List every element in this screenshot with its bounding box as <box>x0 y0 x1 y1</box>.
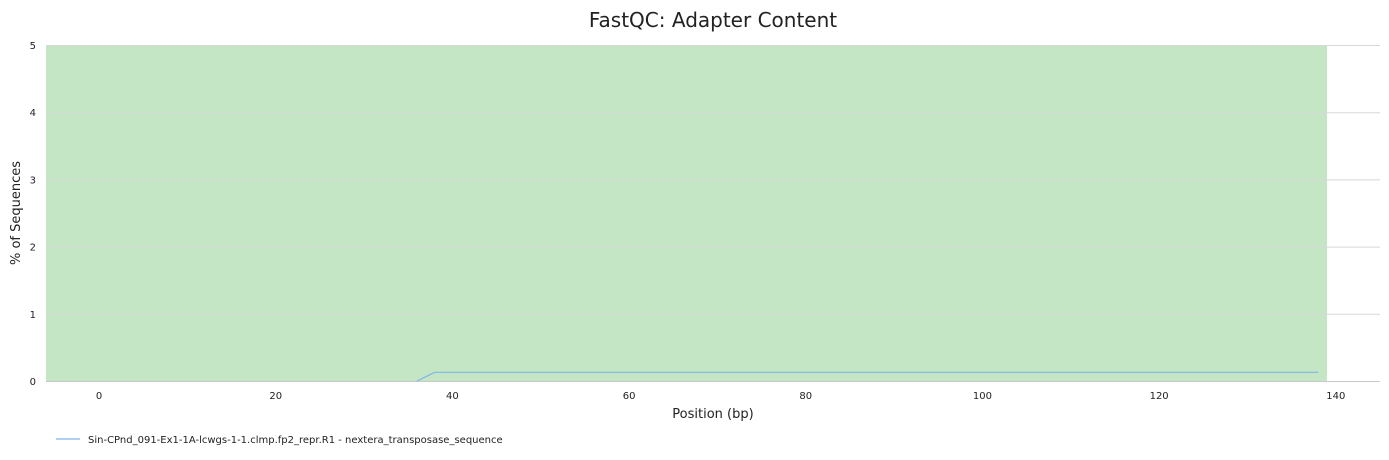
grid-layer <box>46 45 1380 382</box>
x-tick-label: 20 <box>269 391 282 402</box>
chart-title: FastQC: Adapter Content <box>589 8 837 32</box>
x-tick-label: 0 <box>96 391 102 402</box>
y-tick-label: 0 <box>30 377 36 388</box>
pass-band <box>46 45 1327 381</box>
y-tick-label: 4 <box>30 108 36 119</box>
x-tick-label: 120 <box>1150 391 1169 402</box>
x-tick-label: 100 <box>973 391 992 402</box>
y-tick-label: 2 <box>30 243 36 254</box>
x-tick-label: 60 <box>623 391 636 402</box>
y-tick-label: 1 <box>30 310 36 321</box>
y-tick-label: 3 <box>30 175 36 186</box>
x-tick-label: 140 <box>1326 391 1345 402</box>
y-tick-label: 5 <box>30 41 36 52</box>
series-layer <box>416 371 1319 382</box>
y-tick-labels: 0 1 2 3 4 5 <box>30 41 36 388</box>
legend[interactable]: Sin-CPnd_091-Ex1-1A-lcwgs-1-1.clmp.fp2_r… <box>56 435 503 446</box>
legend-item-label: Sin-CPnd_091-Ex1-1A-lcwgs-1-1.clmp.fp2_r… <box>88 435 503 446</box>
y-axis-label: % of Sequences <box>9 161 24 265</box>
x-tick-labels: 0 20 40 60 80 100 120 140 <box>96 391 1346 402</box>
x-tick-label: 40 <box>446 391 459 402</box>
x-axis-label: Position (bp) <box>672 407 753 422</box>
pass-band-layer <box>46 45 1327 381</box>
x-tick-label: 80 <box>799 391 812 402</box>
series-line[interactable] <box>416 371 1319 382</box>
